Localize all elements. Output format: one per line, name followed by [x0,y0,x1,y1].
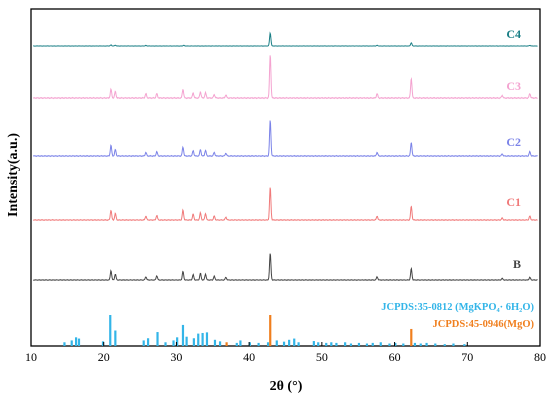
trace-c3 [32,55,538,100]
reference-label-0: JCPDS:35-0812 (MgKPO₄· 6H₂O) [381,302,534,313]
x-axis: 10 20 30 40 50 60 70 80 [25,342,546,364]
x-tick-label: 80 [534,350,546,364]
trace-c1 [33,187,538,222]
x-tick-label: 20 [98,350,110,364]
x-tick-label: 50 [316,350,328,364]
trace-label-c3: C3 [506,79,521,93]
x-tick-label: 60 [389,350,401,364]
reference-label-1: JCPDS:45-0946(MgO) [433,319,535,330]
trace-c4 [33,31,538,47]
plot-frame [30,8,541,347]
x-tick-label: 30 [170,350,182,364]
trace-b [32,253,538,281]
trace-label-b: B [513,257,521,271]
trace-label-c2: C2 [506,135,521,149]
x-tick-label: 40 [243,350,255,364]
x-tick-label: 10 [25,350,37,364]
x-tick-label: 70 [461,350,473,364]
trace-labels: C4 C3 C2 C1 B [506,27,521,271]
reference-sticks [63,315,466,346]
x-axis-title: 2θ (°) [270,379,303,394]
trace-label-c4: C4 [506,27,521,41]
trace-c2 [32,120,538,158]
trace-label-c1: C1 [506,195,521,209]
y-axis-title: Intensity(a.u.) [6,133,21,217]
xrd-traces [32,31,538,281]
reference-labels: JCPDS:35-0812 (MgKPO₄· 6H₂O) JCPDS:45-094… [381,302,534,330]
